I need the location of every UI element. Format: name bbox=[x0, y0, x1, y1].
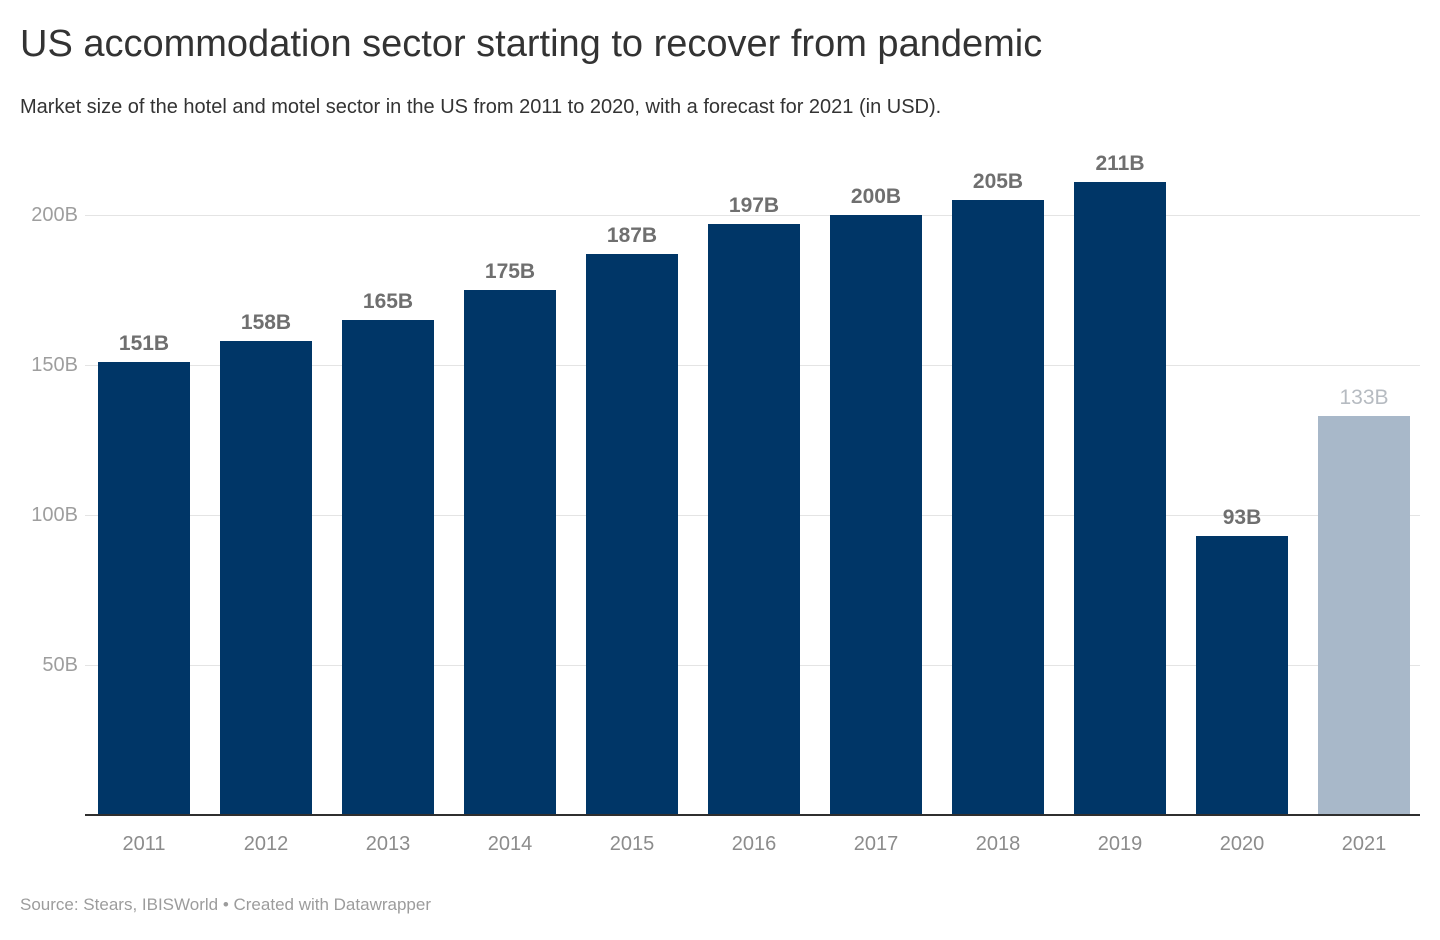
bar-value-label: 158B bbox=[240, 311, 292, 334]
bar-value-label: 187B bbox=[606, 224, 658, 247]
bar bbox=[98, 362, 190, 815]
x-axis-tick-label: 2021 bbox=[1341, 833, 1387, 855]
x-axis-tick-label: 2020 bbox=[1219, 833, 1265, 855]
x-axis-tick-label: 2015 bbox=[609, 833, 655, 855]
x-axis-tick-label: 2019 bbox=[1097, 833, 1143, 855]
x-axis-tick-label: 2013 bbox=[365, 833, 411, 855]
bar-value-label: 133B bbox=[1339, 386, 1389, 409]
bar bbox=[952, 200, 1044, 815]
bar bbox=[830, 215, 922, 815]
bar-value-label: 211B bbox=[1095, 152, 1145, 175]
x-axis-tick-label: 2012 bbox=[243, 833, 289, 855]
bar bbox=[342, 320, 434, 815]
bar-value-label: 93B bbox=[1222, 506, 1262, 529]
bar bbox=[464, 290, 556, 815]
y-gridline bbox=[85, 215, 1420, 216]
x-axis-tick-label: 2011 bbox=[122, 833, 166, 855]
y-axis-tick-label: 100B bbox=[31, 504, 78, 526]
bar bbox=[708, 224, 800, 815]
y-axis-tick-label: 50B bbox=[42, 654, 78, 676]
source-note: Source: Stears, IBISWorld • Created with… bbox=[20, 895, 431, 914]
x-axis-tick-label: 2017 bbox=[853, 833, 899, 855]
x-axis-tick-label: 2016 bbox=[731, 833, 777, 855]
bar-value-label: 200B bbox=[850, 185, 902, 208]
chart-title: US accommodation sector starting to reco… bbox=[20, 23, 1043, 65]
bar bbox=[586, 254, 678, 815]
x-axis-tick-label: 2014 bbox=[487, 833, 533, 855]
bar-value-label: 165B bbox=[362, 290, 414, 313]
bar-value-label: 205B bbox=[972, 170, 1024, 193]
x-axis-tick-label: 2018 bbox=[975, 833, 1021, 855]
bar bbox=[1074, 182, 1166, 815]
bar bbox=[1196, 536, 1288, 815]
bar bbox=[220, 341, 312, 815]
x-axis-line bbox=[85, 814, 1420, 816]
y-axis-tick-label: 150B bbox=[31, 354, 78, 376]
y-axis-tick-label: 200B bbox=[31, 204, 78, 226]
bar-chart-plot: 50B 100B 150B 200B 151B 2011 158B 2012 165B 2013 1… bbox=[0, 140, 1440, 880]
bar-value-label: 151B bbox=[118, 332, 170, 355]
bar-value-label: 197B bbox=[728, 194, 780, 217]
bar-value-label: 175B bbox=[484, 260, 536, 283]
forecast-bar bbox=[1318, 416, 1410, 815]
chart-subtitle: Market size of the hotel and motel secto… bbox=[20, 96, 942, 118]
